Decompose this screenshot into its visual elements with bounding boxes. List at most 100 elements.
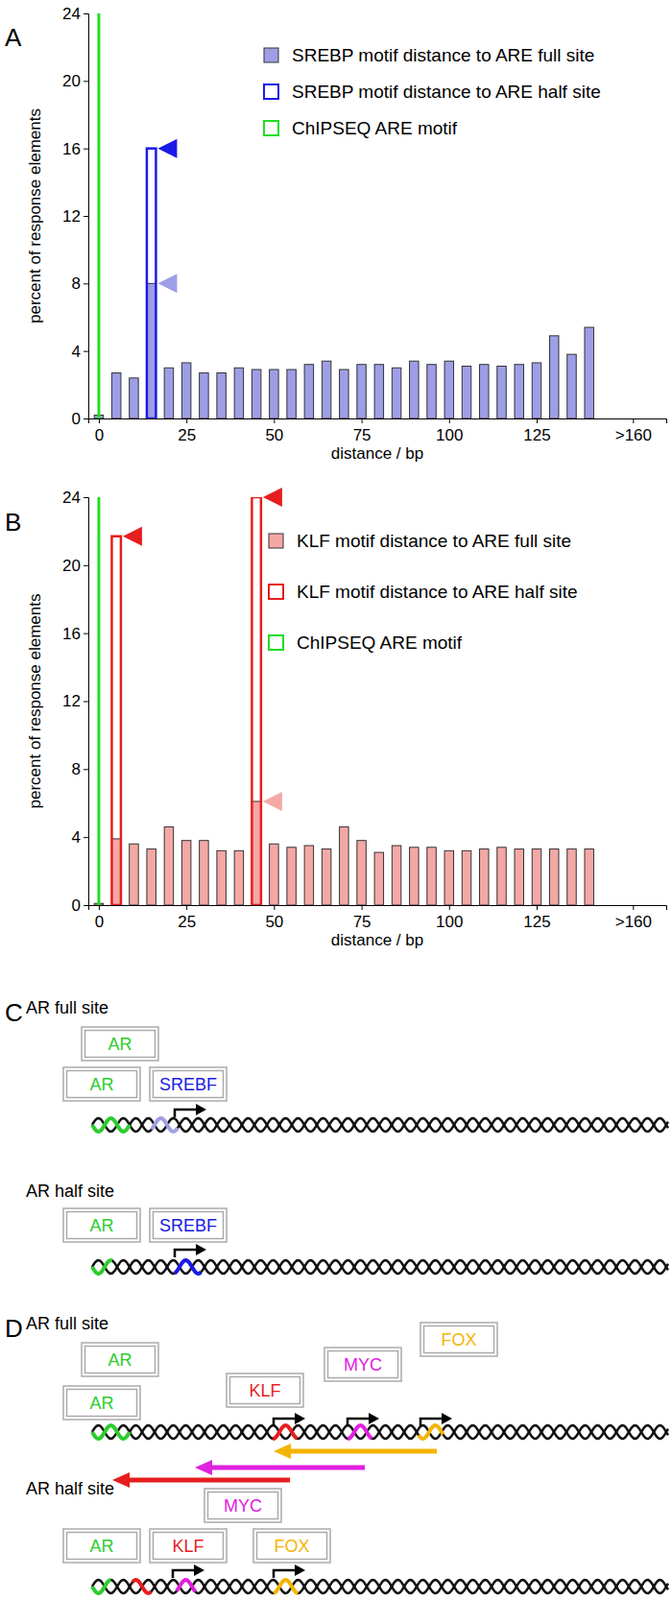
dna-helix <box>92 1425 669 1440</box>
bar <box>146 849 156 906</box>
x-tick: 75 <box>353 905 372 932</box>
bar <box>514 364 524 419</box>
factor-box: KLF <box>226 1373 304 1408</box>
y-tick: 4 <box>72 828 89 847</box>
y-tick: 0 <box>72 896 89 915</box>
dna-strand <box>92 1260 669 1274</box>
y-tick-mark <box>83 283 89 285</box>
box-inner <box>257 1533 328 1560</box>
legend-label: SREBP motif distance to ARE full site <box>291 45 595 66</box>
x-tick-label: >160 <box>615 426 652 445</box>
legend-swatch <box>264 120 279 136</box>
x-tick-mark <box>536 418 538 424</box>
direction-arrow <box>273 1418 297 1427</box>
y-tick-mark <box>83 148 89 150</box>
x-tick-label: 0 <box>95 912 104 932</box>
long-arrow-head <box>194 1460 213 1476</box>
y-tick-label: 8 <box>72 760 81 779</box>
x-tick-label: 75 <box>353 912 372 932</box>
legend: KLF motif distance to ARE full siteKLF m… <box>268 530 578 653</box>
direction-arrow-head <box>195 1104 207 1116</box>
x-tick-label: 50 <box>264 912 284 932</box>
x-tick-label: 50 <box>264 426 284 445</box>
y-tick: 12 <box>62 692 89 711</box>
plot-area <box>94 497 594 906</box>
dna-strand <box>92 1580 669 1594</box>
x-tick-mark <box>186 905 188 911</box>
factor-box: SREBF <box>149 1208 227 1243</box>
factor-label: AR <box>107 1034 132 1055</box>
bar <box>199 840 209 906</box>
bar <box>427 364 436 419</box>
factor-box: KLF <box>149 1529 227 1563</box>
box-inner <box>85 1031 156 1058</box>
bar <box>269 369 279 419</box>
box-inner <box>67 1212 138 1240</box>
bar <box>234 850 243 906</box>
x-tick: 50 <box>264 418 284 445</box>
bar <box>234 367 243 419</box>
bar <box>216 373 226 419</box>
box-outer <box>81 1027 159 1061</box>
factor-box: AR <box>63 1386 141 1420</box>
y-tick-mark <box>83 633 89 635</box>
x-tick-mark <box>273 418 275 424</box>
highlight-arrow <box>263 792 283 812</box>
factor-box: AR <box>63 1067 141 1102</box>
y-tick-label: 12 <box>62 207 81 226</box>
y-tick-mark <box>83 768 89 770</box>
legend-swatch <box>268 584 284 600</box>
y-axis: 04812162024 <box>62 488 89 915</box>
x-tick-label: >160 <box>615 912 652 932</box>
bar <box>111 536 120 906</box>
y-tick-label: 0 <box>72 896 81 915</box>
factor-box: MYC <box>324 1347 402 1382</box>
motif-site <box>273 1580 299 1594</box>
x-tick: 50 <box>264 905 284 932</box>
series <box>94 801 594 906</box>
bar <box>146 148 156 419</box>
x-tick-mark <box>361 905 363 911</box>
dna-strand <box>92 1118 669 1132</box>
factor-label: SREBF <box>159 1216 217 1236</box>
plot-area <box>94 13 594 419</box>
motif-site <box>347 1425 373 1440</box>
bar <box>181 362 191 419</box>
x-tick-label: 0 <box>95 426 104 445</box>
series <box>146 148 156 419</box>
x-tick-label: 100 <box>435 912 463 932</box>
factor-label: AR <box>89 1075 114 1095</box>
bar <box>567 354 576 419</box>
y-tick-label: 8 <box>72 274 81 293</box>
legend: SREBP motif distance to ARE full siteSRE… <box>264 45 601 139</box>
bar <box>531 362 541 419</box>
factor-box: SREBF <box>149 1067 227 1102</box>
y-tick: 12 <box>62 207 89 226</box>
y-tick: 24 <box>62 488 89 507</box>
bar <box>391 845 401 906</box>
box-inner <box>424 1326 495 1354</box>
box-outer <box>149 1208 227 1243</box>
motif-site <box>132 1580 152 1594</box>
bar <box>531 849 541 906</box>
y-axis-title: percent of response elements <box>25 594 45 810</box>
y-tick-mark <box>83 13 89 15</box>
bar <box>181 840 191 906</box>
x-tick-mark <box>98 905 100 911</box>
y-tick: 20 <box>62 72 89 91</box>
bar <box>129 843 139 906</box>
long-arrow <box>125 1478 290 1484</box>
bar <box>287 847 296 906</box>
bar <box>251 497 261 906</box>
dna-strand <box>92 1425 669 1440</box>
box-outer <box>324 1347 402 1382</box>
y-tick-label: 4 <box>72 828 81 847</box>
bar <box>461 850 471 906</box>
direction-arrow-head <box>368 1413 380 1425</box>
y-tick-label: 20 <box>62 72 81 91</box>
direction-arrow-head <box>195 1244 207 1256</box>
x-tick-mark <box>98 418 100 424</box>
box-inner <box>85 1346 156 1374</box>
direction-arrow <box>174 1109 198 1118</box>
bar <box>567 849 576 906</box>
